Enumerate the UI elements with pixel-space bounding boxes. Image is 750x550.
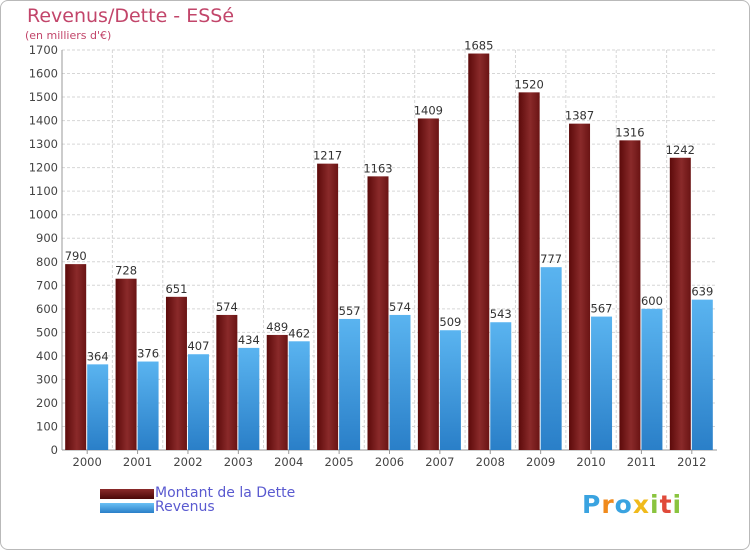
y-tick-label: 1300 [29,137,58,151]
bar-revenue-2000 [87,364,109,450]
data-label-debt-2012: 1242 [666,143,695,157]
y-tick-label: 1600 [29,67,58,81]
legend-label-revenue: Revenus [155,499,215,515]
data-label-revenue-2002: 407 [187,339,209,353]
bar-debt-2009 [518,92,540,451]
data-label-revenue-2006: 574 [389,300,411,314]
bar-debt-2004 [266,334,288,450]
x-tick-label: 2007 [425,455,454,469]
data-label-revenue-2012: 639 [691,285,713,299]
data-label-revenue-2008: 543 [490,307,512,321]
legend-swatch-revenue [100,503,154,513]
data-label-debt-2001: 728 [115,264,137,278]
data-label-debt-2008: 1685 [464,39,493,53]
y-tick-label: 100 [36,419,58,433]
data-label-debt-2004: 489 [266,320,288,334]
bar-revenue-2012 [691,299,713,450]
y-tick-label: 800 [36,255,58,269]
x-tick-label: 2002 [173,455,202,469]
y-tick-label: 1400 [29,114,58,128]
data-label-revenue-2011: 600 [641,294,663,308]
y-tick-label: 0 [51,443,58,457]
data-label-revenue-2004: 462 [288,326,310,340]
y-tick-label: 1000 [29,208,58,222]
bar-revenue-2010 [591,316,613,450]
bar-debt-2005 [317,163,339,450]
y-tick-label: 300 [36,372,58,386]
data-label-revenue-2000: 364 [87,349,109,363]
chart-title: Revenus/Dette - ESSé [27,5,235,27]
y-tick-label: 1200 [29,161,58,175]
x-tick-label: 2011 [627,455,656,469]
data-label-debt-2011: 1316 [615,125,644,139]
y-tick-label: 900 [36,231,58,245]
bar-debt-2008 [468,53,490,450]
bar-revenue-2009 [540,267,562,450]
bar-revenue-2011 [641,308,663,450]
bars [65,53,713,451]
legend-swatch-debt [100,489,154,499]
bar-debt-2007 [417,118,439,451]
bar-revenue-2008 [490,322,512,450]
x-tick-label: 2000 [73,455,102,469]
y-tick-label: 1100 [29,184,58,198]
data-label-debt-2002: 651 [165,282,187,296]
x-tick-label: 2003 [224,455,253,469]
bar-revenue-2003 [238,347,260,450]
bar-revenue-2001 [137,361,159,450]
axes: 0 100 200 300 400 500 600 700 800 900 1000 1100 1200… [29,43,717,469]
x-tick-label: 2008 [476,455,505,469]
bar-debt-2010 [569,123,591,450]
y-tick-label: 600 [36,302,58,316]
bar-revenue-2006 [389,314,411,450]
y-tick-label: 1700 [29,43,58,57]
bar-revenue-2004 [288,341,310,450]
x-tick-label: 2001 [123,455,152,469]
data-label-debt-2003: 574 [216,300,238,314]
proxiti-logo: Proxiti [582,490,683,519]
bar-revenue-2005 [339,318,361,450]
bar-debt-2001 [115,278,137,450]
bar-revenue-2002 [187,354,209,450]
y-tick-label: 400 [36,349,58,363]
y-tick-label: 500 [36,325,58,339]
data-label-debt-2009: 1520 [515,77,544,91]
data-label-debt-2000: 790 [65,249,87,263]
data-label-debt-2007: 1409 [414,103,443,117]
bar-debt-2002 [165,296,187,450]
x-tick-label: 2004 [274,455,303,469]
bar-debt-2011 [619,140,641,450]
data-labels: 790 364 728 376 651 407 574 434 489 462 1217 557 116… [65,39,714,364]
data-label-revenue-2005: 557 [339,304,361,318]
x-tick-label: 2012 [677,455,706,469]
y-tick-label: 1500 [29,90,58,104]
data-label-revenue-2001: 376 [137,347,159,361]
bar-revenue-2007 [439,330,461,450]
chart-subtitle: (en milliers d'€) [25,29,112,42]
x-tick-label: 2010 [576,455,605,469]
bar-debt-2006 [367,176,389,450]
x-tick-label: 2006 [375,455,404,469]
data-label-revenue-2007: 509 [439,315,461,329]
data-label-revenue-2010: 567 [591,302,613,316]
y-tick-label: 700 [36,278,58,292]
bar-debt-2000 [65,264,87,450]
legend-label-debt: Montant de la Dette [155,485,296,501]
bar-debt-2012 [669,157,691,450]
x-tick-label: 2009 [526,455,555,469]
data-label-debt-2005: 1217 [313,149,342,163]
data-label-revenue-2003: 434 [238,333,260,347]
y-tick-label: 200 [36,396,58,410]
data-label-debt-2006: 1163 [363,161,392,175]
bar-debt-2003 [216,314,238,450]
data-label-debt-2010: 1387 [565,109,594,123]
data-label-revenue-2009: 777 [540,252,562,266]
x-tick-label: 2005 [324,455,353,469]
